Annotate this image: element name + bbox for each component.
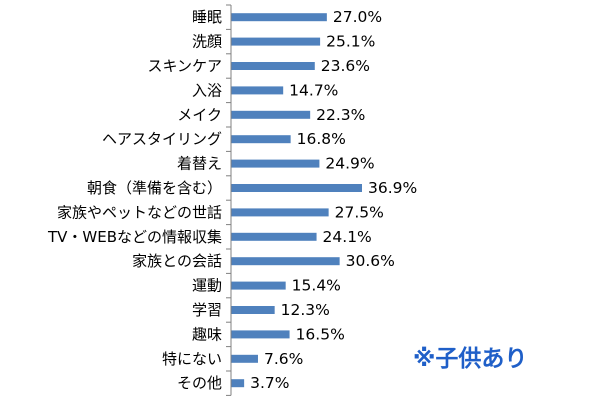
value-label: 15.4% xyxy=(292,277,341,295)
value-label: 12.3% xyxy=(281,301,330,319)
bar xyxy=(231,86,284,95)
bar xyxy=(231,281,286,290)
bar xyxy=(231,110,311,119)
category-label: 朝食（準備を含む） xyxy=(87,179,222,197)
value-label: 3.7% xyxy=(250,374,289,392)
category-label: TV・WEBなどの情報収集 xyxy=(47,228,222,246)
value-label: 27.5% xyxy=(335,203,384,221)
value-label: 25.1% xyxy=(326,33,375,51)
category-label: メイク xyxy=(177,106,222,124)
value-label: 16.8% xyxy=(297,130,346,148)
bar xyxy=(231,208,329,217)
category-label: 家族やペットなどの世話 xyxy=(57,203,222,221)
bar xyxy=(231,159,320,168)
value-label: 14.7% xyxy=(289,81,338,99)
annotation-note: ※子供あり xyxy=(413,346,528,372)
bar xyxy=(231,13,327,22)
bar xyxy=(231,232,317,241)
category-label: 趣味 xyxy=(192,325,222,343)
bar xyxy=(231,62,315,70)
value-label: 30.6% xyxy=(346,252,395,270)
bar xyxy=(231,330,290,339)
category-label: スキンケア xyxy=(147,57,222,75)
category-label: 睡眠 xyxy=(192,8,222,26)
value-label: 24.9% xyxy=(325,155,374,173)
category-label: 家族との会話 xyxy=(132,252,222,270)
bar xyxy=(231,257,340,266)
bar xyxy=(231,379,245,388)
category-label: 学習 xyxy=(192,301,222,319)
value-label: 23.6% xyxy=(321,57,370,75)
y-axis-ticks xyxy=(226,4,231,396)
value-labels: 27.0% 25.1% 23.6% 14.7% 22.3% 16.8% 24.9% 36.9%… xyxy=(250,8,417,392)
bar xyxy=(231,354,258,363)
bars-layer xyxy=(231,13,362,388)
value-label: 16.5% xyxy=(296,325,345,343)
category-label: ヘアスタイリング xyxy=(102,130,222,148)
value-label: 36.9% xyxy=(368,179,417,197)
bar xyxy=(231,306,275,314)
category-label: 洗顔 xyxy=(192,33,222,51)
bar xyxy=(231,37,321,46)
value-label: 24.1% xyxy=(323,228,372,246)
bar xyxy=(231,135,291,144)
category-label: 特にない xyxy=(162,350,222,368)
category-label: 着替え xyxy=(177,155,222,173)
value-label: 27.0% xyxy=(333,8,382,26)
value-label: 7.6% xyxy=(264,350,303,368)
category-label: その他 xyxy=(177,374,222,392)
category-label: 入浴 xyxy=(192,81,222,99)
value-label: 22.3% xyxy=(316,106,365,124)
category-label: 運動 xyxy=(192,277,222,295)
bar xyxy=(231,184,362,192)
